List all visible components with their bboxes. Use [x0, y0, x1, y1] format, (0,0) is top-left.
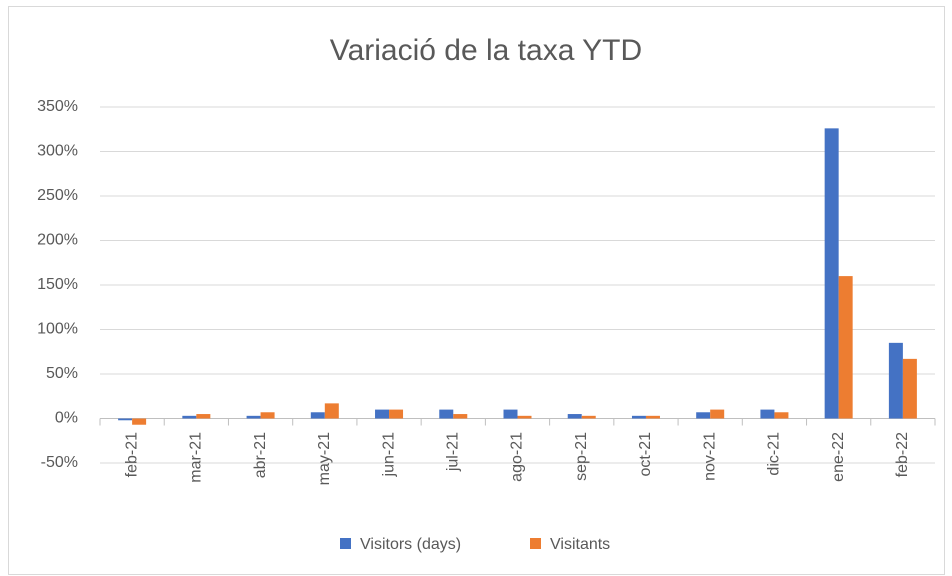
bar [132, 418, 147, 425]
bar [389, 409, 404, 419]
bar [902, 358, 917, 419]
bar [567, 414, 582, 419]
x-tick-label: may-21 [316, 432, 333, 485]
bar [375, 409, 390, 419]
x-tick-label: feb-21 [123, 432, 140, 477]
legend-swatch [340, 538, 351, 549]
bar [453, 414, 468, 419]
legend-label: Visitors (days) [360, 536, 461, 553]
x-tick-label: jun-21 [380, 432, 397, 478]
x-tick-label: ene-22 [830, 432, 847, 482]
bar [503, 409, 518, 419]
bar [888, 342, 903, 419]
bar [310, 412, 325, 419]
bar [824, 128, 839, 419]
bar [581, 415, 596, 419]
bar [324, 403, 339, 419]
bar [760, 409, 775, 419]
bar [838, 276, 853, 419]
y-tick-label: 0% [55, 410, 78, 427]
bar [439, 409, 454, 419]
bar [196, 414, 211, 419]
legend-label: Visitants [550, 536, 610, 553]
x-tick-label: feb-22 [894, 432, 911, 477]
y-tick-label: -50% [41, 454, 78, 471]
bar [182, 415, 197, 419]
y-tick-label: 250% [37, 187, 78, 204]
x-tick-label: dic-21 [766, 432, 783, 476]
chart-border [8, 6, 945, 575]
y-tick-label: 50% [46, 365, 78, 382]
y-tick-label: 100% [37, 321, 78, 338]
bar [118, 418, 133, 421]
bar [710, 409, 725, 419]
y-tick-label: 350% [37, 98, 78, 115]
y-tick-label: 300% [37, 143, 78, 160]
bar [517, 415, 532, 419]
y-tick-label: 150% [37, 276, 78, 293]
x-tick-label: jul-21 [444, 432, 461, 472]
bar [260, 412, 275, 419]
bar [645, 415, 660, 419]
x-tick-label: sep-21 [573, 432, 590, 481]
bar [631, 415, 646, 419]
x-tick-label: abr-21 [252, 432, 269, 478]
bar [774, 412, 789, 419]
x-tick-label: oct-21 [637, 432, 654, 477]
bar [246, 415, 261, 419]
y-tick-label: 200% [37, 232, 78, 249]
x-tick-label: mar-21 [188, 432, 205, 483]
x-tick-label: nov-21 [701, 432, 718, 481]
bar [696, 412, 711, 419]
x-tick-label: ago-21 [509, 432, 526, 482]
chart-title: Variació de la taxa YTD [330, 34, 642, 67]
legend-swatch [530, 538, 541, 549]
